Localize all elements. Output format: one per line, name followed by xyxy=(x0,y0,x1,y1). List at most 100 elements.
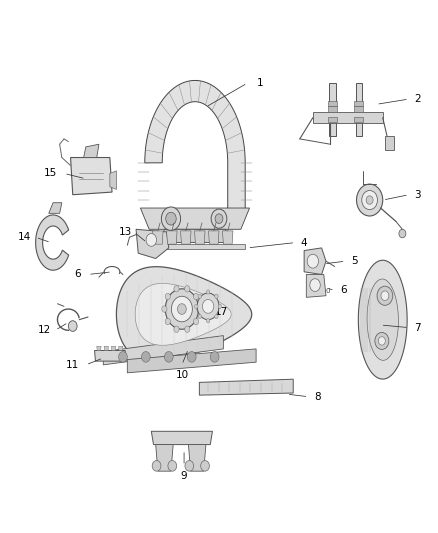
Polygon shape xyxy=(354,107,363,112)
Polygon shape xyxy=(329,83,336,136)
Text: 2: 2 xyxy=(414,94,421,104)
Circle shape xyxy=(164,352,173,362)
Circle shape xyxy=(202,300,214,313)
Circle shape xyxy=(310,279,320,292)
Circle shape xyxy=(211,209,227,228)
Circle shape xyxy=(215,214,223,223)
Polygon shape xyxy=(328,101,337,107)
Text: 12: 12 xyxy=(38,325,51,335)
Polygon shape xyxy=(111,346,116,351)
Polygon shape xyxy=(356,83,362,136)
Text: 14: 14 xyxy=(18,232,32,243)
Text: 6: 6 xyxy=(340,286,347,295)
Circle shape xyxy=(197,293,219,320)
Polygon shape xyxy=(71,158,112,195)
Polygon shape xyxy=(358,260,407,379)
Text: 17: 17 xyxy=(215,306,228,317)
Text: 6: 6 xyxy=(74,270,81,279)
Polygon shape xyxy=(354,101,363,107)
Polygon shape xyxy=(328,107,337,112)
Polygon shape xyxy=(136,229,169,259)
Circle shape xyxy=(165,293,170,300)
Polygon shape xyxy=(155,445,173,471)
Text: 15: 15 xyxy=(44,168,57,179)
Circle shape xyxy=(185,326,190,333)
Circle shape xyxy=(187,352,196,362)
Circle shape xyxy=(141,352,150,362)
Circle shape xyxy=(194,318,199,325)
Circle shape xyxy=(166,212,176,225)
Circle shape xyxy=(171,296,192,322)
Circle shape xyxy=(210,352,219,362)
Polygon shape xyxy=(119,346,123,351)
Polygon shape xyxy=(141,208,250,229)
Circle shape xyxy=(194,304,198,309)
Polygon shape xyxy=(180,231,191,244)
Circle shape xyxy=(119,352,127,362)
Polygon shape xyxy=(160,229,230,243)
Circle shape xyxy=(381,291,389,301)
Polygon shape xyxy=(328,117,337,123)
Text: 0: 0 xyxy=(326,288,330,294)
Polygon shape xyxy=(208,231,219,244)
Polygon shape xyxy=(304,248,326,274)
Circle shape xyxy=(206,290,210,294)
Polygon shape xyxy=(35,215,69,270)
Polygon shape xyxy=(145,80,245,213)
Circle shape xyxy=(198,294,201,298)
Polygon shape xyxy=(367,279,399,360)
Polygon shape xyxy=(104,346,108,351)
Circle shape xyxy=(378,337,385,345)
Text: 5: 5 xyxy=(351,256,358,266)
Polygon shape xyxy=(151,431,212,445)
Polygon shape xyxy=(110,171,117,189)
Polygon shape xyxy=(188,445,206,471)
Circle shape xyxy=(215,314,218,319)
Polygon shape xyxy=(199,379,293,395)
Circle shape xyxy=(152,461,161,471)
Circle shape xyxy=(174,286,179,292)
Polygon shape xyxy=(95,351,126,361)
Circle shape xyxy=(377,286,393,305)
Polygon shape xyxy=(97,346,101,351)
Circle shape xyxy=(215,294,218,298)
Text: 7: 7 xyxy=(414,322,421,333)
Circle shape xyxy=(399,229,406,238)
Circle shape xyxy=(174,326,179,333)
Circle shape xyxy=(194,293,199,300)
Polygon shape xyxy=(49,203,62,213)
Circle shape xyxy=(146,233,156,246)
Circle shape xyxy=(162,306,167,312)
Polygon shape xyxy=(127,349,256,373)
Text: 10: 10 xyxy=(175,370,188,381)
Polygon shape xyxy=(354,117,363,123)
Circle shape xyxy=(375,333,389,350)
Text: 8: 8 xyxy=(314,392,321,402)
Polygon shape xyxy=(223,231,233,244)
Circle shape xyxy=(362,190,378,209)
Circle shape xyxy=(366,196,373,204)
Polygon shape xyxy=(194,231,205,244)
Circle shape xyxy=(185,286,190,292)
Text: 9: 9 xyxy=(181,472,187,481)
Text: 13: 13 xyxy=(119,227,132,237)
Circle shape xyxy=(307,254,318,268)
Polygon shape xyxy=(152,231,163,244)
Circle shape xyxy=(165,289,198,329)
Text: 1: 1 xyxy=(257,78,264,88)
Polygon shape xyxy=(306,274,326,297)
Circle shape xyxy=(168,461,177,471)
Text: 4: 4 xyxy=(301,238,307,247)
Circle shape xyxy=(201,461,209,471)
Circle shape xyxy=(68,321,77,332)
Text: 11: 11 xyxy=(66,360,79,370)
Polygon shape xyxy=(103,336,223,365)
Text: 3: 3 xyxy=(414,190,421,200)
Circle shape xyxy=(206,319,210,323)
Circle shape xyxy=(198,314,201,319)
Polygon shape xyxy=(141,244,245,249)
Circle shape xyxy=(185,461,194,471)
Polygon shape xyxy=(313,112,383,123)
Polygon shape xyxy=(84,144,99,158)
Polygon shape xyxy=(117,266,252,362)
